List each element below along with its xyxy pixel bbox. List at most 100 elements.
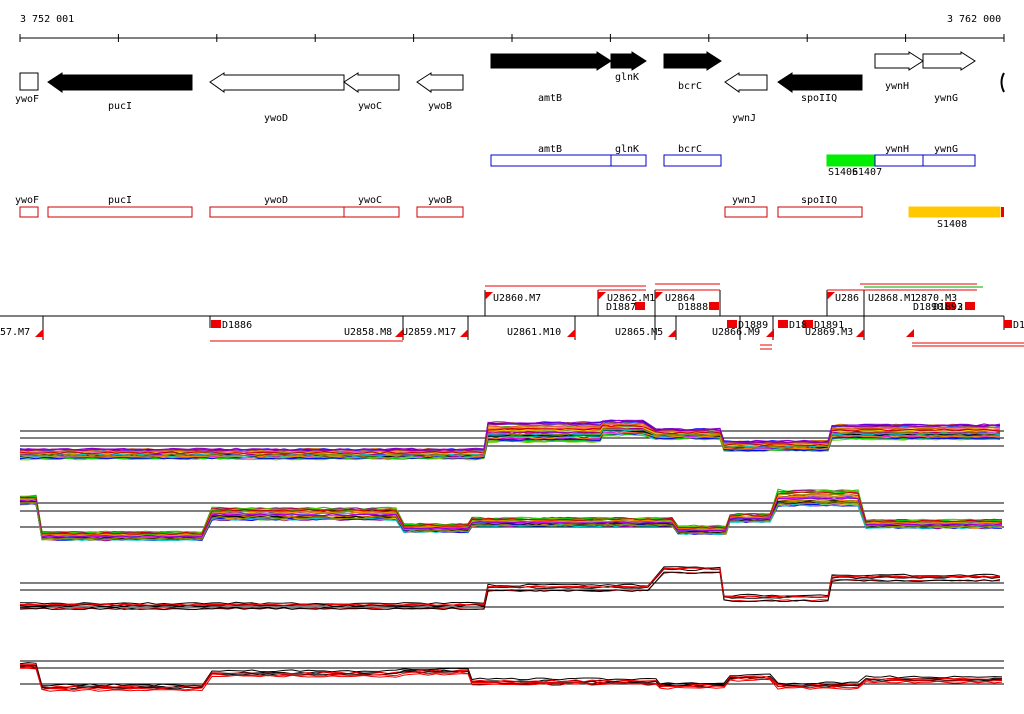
utr-label-amtB: amtB <box>538 144 562 155</box>
segment-label-U2862: U2862.M1 <box>607 293 655 304</box>
cds-spoIIQ[interactable] <box>777 206 863 218</box>
cds-ywoB[interactable] <box>416 206 464 218</box>
gene-label-amtB: amtB <box>538 93 562 104</box>
utr-bcrC[interactable] <box>663 154 722 167</box>
gene-ywoC[interactable] <box>343 72 400 93</box>
cds-label-ywoF: ywoF <box>15 195 39 206</box>
expression-trace <box>19 432 1001 460</box>
gene-label-ywoD: ywoD <box>264 113 288 124</box>
segment-label-D1890: D1890 <box>913 302 943 313</box>
utr-track: amtB glnK bcrC ywnH ywnG S1406 S1407 <box>490 144 976 178</box>
utr-amtB[interactable] <box>490 154 612 167</box>
gene-ywnG[interactable] <box>922 51 976 71</box>
segment-label-U2869: U2869.M3 <box>805 327 853 338</box>
gene-label-ywnJ: ywnJ <box>732 113 756 124</box>
expression-panel-3 <box>19 566 1004 611</box>
expression-trace <box>19 568 1001 608</box>
expression-panel-4 <box>19 660 1004 692</box>
ruler-start-label: 3 752 001 <box>20 14 74 25</box>
utr-label-ywnH: ywnH <box>885 144 909 155</box>
segment-label-U2864: U2864 <box>665 293 695 304</box>
segment-label-U2868: U2868.M1 <box>868 293 916 304</box>
gene-label-ywnH: ywnH <box>885 81 909 92</box>
expression-trace <box>19 501 1003 540</box>
gene-bcrC[interactable] <box>663 51 722 71</box>
cds-label-ywoD: ywoD <box>264 195 288 206</box>
expression-trace <box>19 424 1001 455</box>
gene-ywnH[interactable] <box>874 51 924 71</box>
utr-label-bcrC: bcrC <box>678 144 702 155</box>
segment-red-lines <box>210 283 1024 350</box>
segment-label-D1886: D1886 <box>222 320 252 331</box>
expression-panel-2 <box>19 488 1004 542</box>
expression-trace <box>19 427 1001 457</box>
segment-label-D1892: D1892 <box>933 302 963 313</box>
gene-pucI[interactable] <box>47 72 193 93</box>
segment-label-D1891: D1891 <box>814 320 844 331</box>
expression-trace <box>19 667 1003 692</box>
gene-amtB[interactable] <box>490 51 612 71</box>
gene-spoIIQ[interactable] <box>777 72 863 93</box>
gene-ywoD[interactable] <box>209 72 345 93</box>
cds-pucI[interactable] <box>47 206 193 218</box>
expression-trace <box>19 567 1001 607</box>
segment-label-U2858: U2858.M8 <box>344 327 392 338</box>
segment-label-U2861: U2861.M10 <box>507 327 561 338</box>
gene-label-pucI: pucI <box>108 101 132 112</box>
gene-label-ywoB: ywoB <box>428 101 452 112</box>
cds-ywoF[interactable] <box>19 206 39 218</box>
cds-track: ywoF pucI ywoD ywoC ywoB ywnJ spoIIQ S14… <box>15 195 1004 230</box>
expression-trace <box>19 419 1001 451</box>
expression-trace <box>19 491 1003 535</box>
segment-label-U2866: U2866.M9 <box>712 327 760 338</box>
utr-ywnH[interactable] <box>874 154 924 167</box>
expression-trace <box>19 664 1003 690</box>
expression-trace <box>19 663 1003 689</box>
gene-label-spoIIQ: spoIIQ <box>801 93 837 104</box>
segment-label-D1888: D1888 <box>678 302 708 313</box>
feature-S1408[interactable] <box>908 206 1001 218</box>
segment-label-2870: 2870.M3 <box>915 293 957 304</box>
gene-label-bcrC: bcrC <box>678 81 702 92</box>
segment-label-3: 3 <box>957 302 963 313</box>
expression-trace <box>19 497 1003 538</box>
segment-track: U2860.M7 U2862.M1 D1887 U2864 D1888 U286… <box>0 283 1024 350</box>
expression-trace <box>19 665 1003 691</box>
gene-track: ywoF pucI ywoD ywoC ywoB amtB glnK bcrC … <box>15 51 1005 124</box>
utr-label-S1406: S1406 <box>828 167 858 178</box>
feature-label-S1408: S1408 <box>937 219 967 230</box>
segment-label-57M7: 57.M7 <box>0 327 30 338</box>
feature-edge-marker <box>1001 207 1004 217</box>
segment-label-U2860: U2860.M7 <box>493 293 541 304</box>
gene-glnK[interactable] <box>610 51 647 71</box>
expression-trace <box>19 422 1001 453</box>
utr-glnK[interactable] <box>610 154 647 167</box>
segment-label-U286: U286 <box>835 293 859 304</box>
cds-ywnJ[interactable] <box>724 206 768 218</box>
gene-ywoB[interactable] <box>416 72 464 93</box>
gene-ywnJ[interactable] <box>724 72 768 93</box>
expression-trace <box>20 492 1003 536</box>
segment-label-D1889: D1889 <box>738 320 768 331</box>
cds-label-ywnJ: ywnJ <box>732 195 756 206</box>
expression-trace <box>19 500 1003 540</box>
expression-trace <box>20 566 1001 605</box>
cds-ywoC[interactable] <box>343 206 400 218</box>
gene-ywoF[interactable] <box>19 72 39 91</box>
segment-red-markers <box>35 292 1012 337</box>
segment-label-U2859: U2859.M17 <box>402 327 456 338</box>
utr-label-ywnG: ywnG <box>934 144 958 155</box>
coordinate-ruler: 3 752 001 3 762 000 <box>19 14 1005 42</box>
gene-label-ywoF: ywoF <box>15 94 39 105</box>
segment-label-D1887: D1887 <box>606 302 636 313</box>
cds-ywoD[interactable] <box>209 206 345 218</box>
utr-S1406[interactable] <box>826 154 876 167</box>
segment-label-U2865: U2865.M5 <box>615 327 663 338</box>
expression-trace <box>19 662 1003 687</box>
gene-partial-right <box>1000 72 1005 93</box>
utr-label-glnK: glnK <box>615 144 639 155</box>
cds-label-ywoC: ywoC <box>358 195 382 206</box>
utr-ywnG[interactable] <box>922 154 976 167</box>
expression-panel-1 <box>19 419 1004 461</box>
segment-label-D1: D1 <box>1013 320 1024 331</box>
